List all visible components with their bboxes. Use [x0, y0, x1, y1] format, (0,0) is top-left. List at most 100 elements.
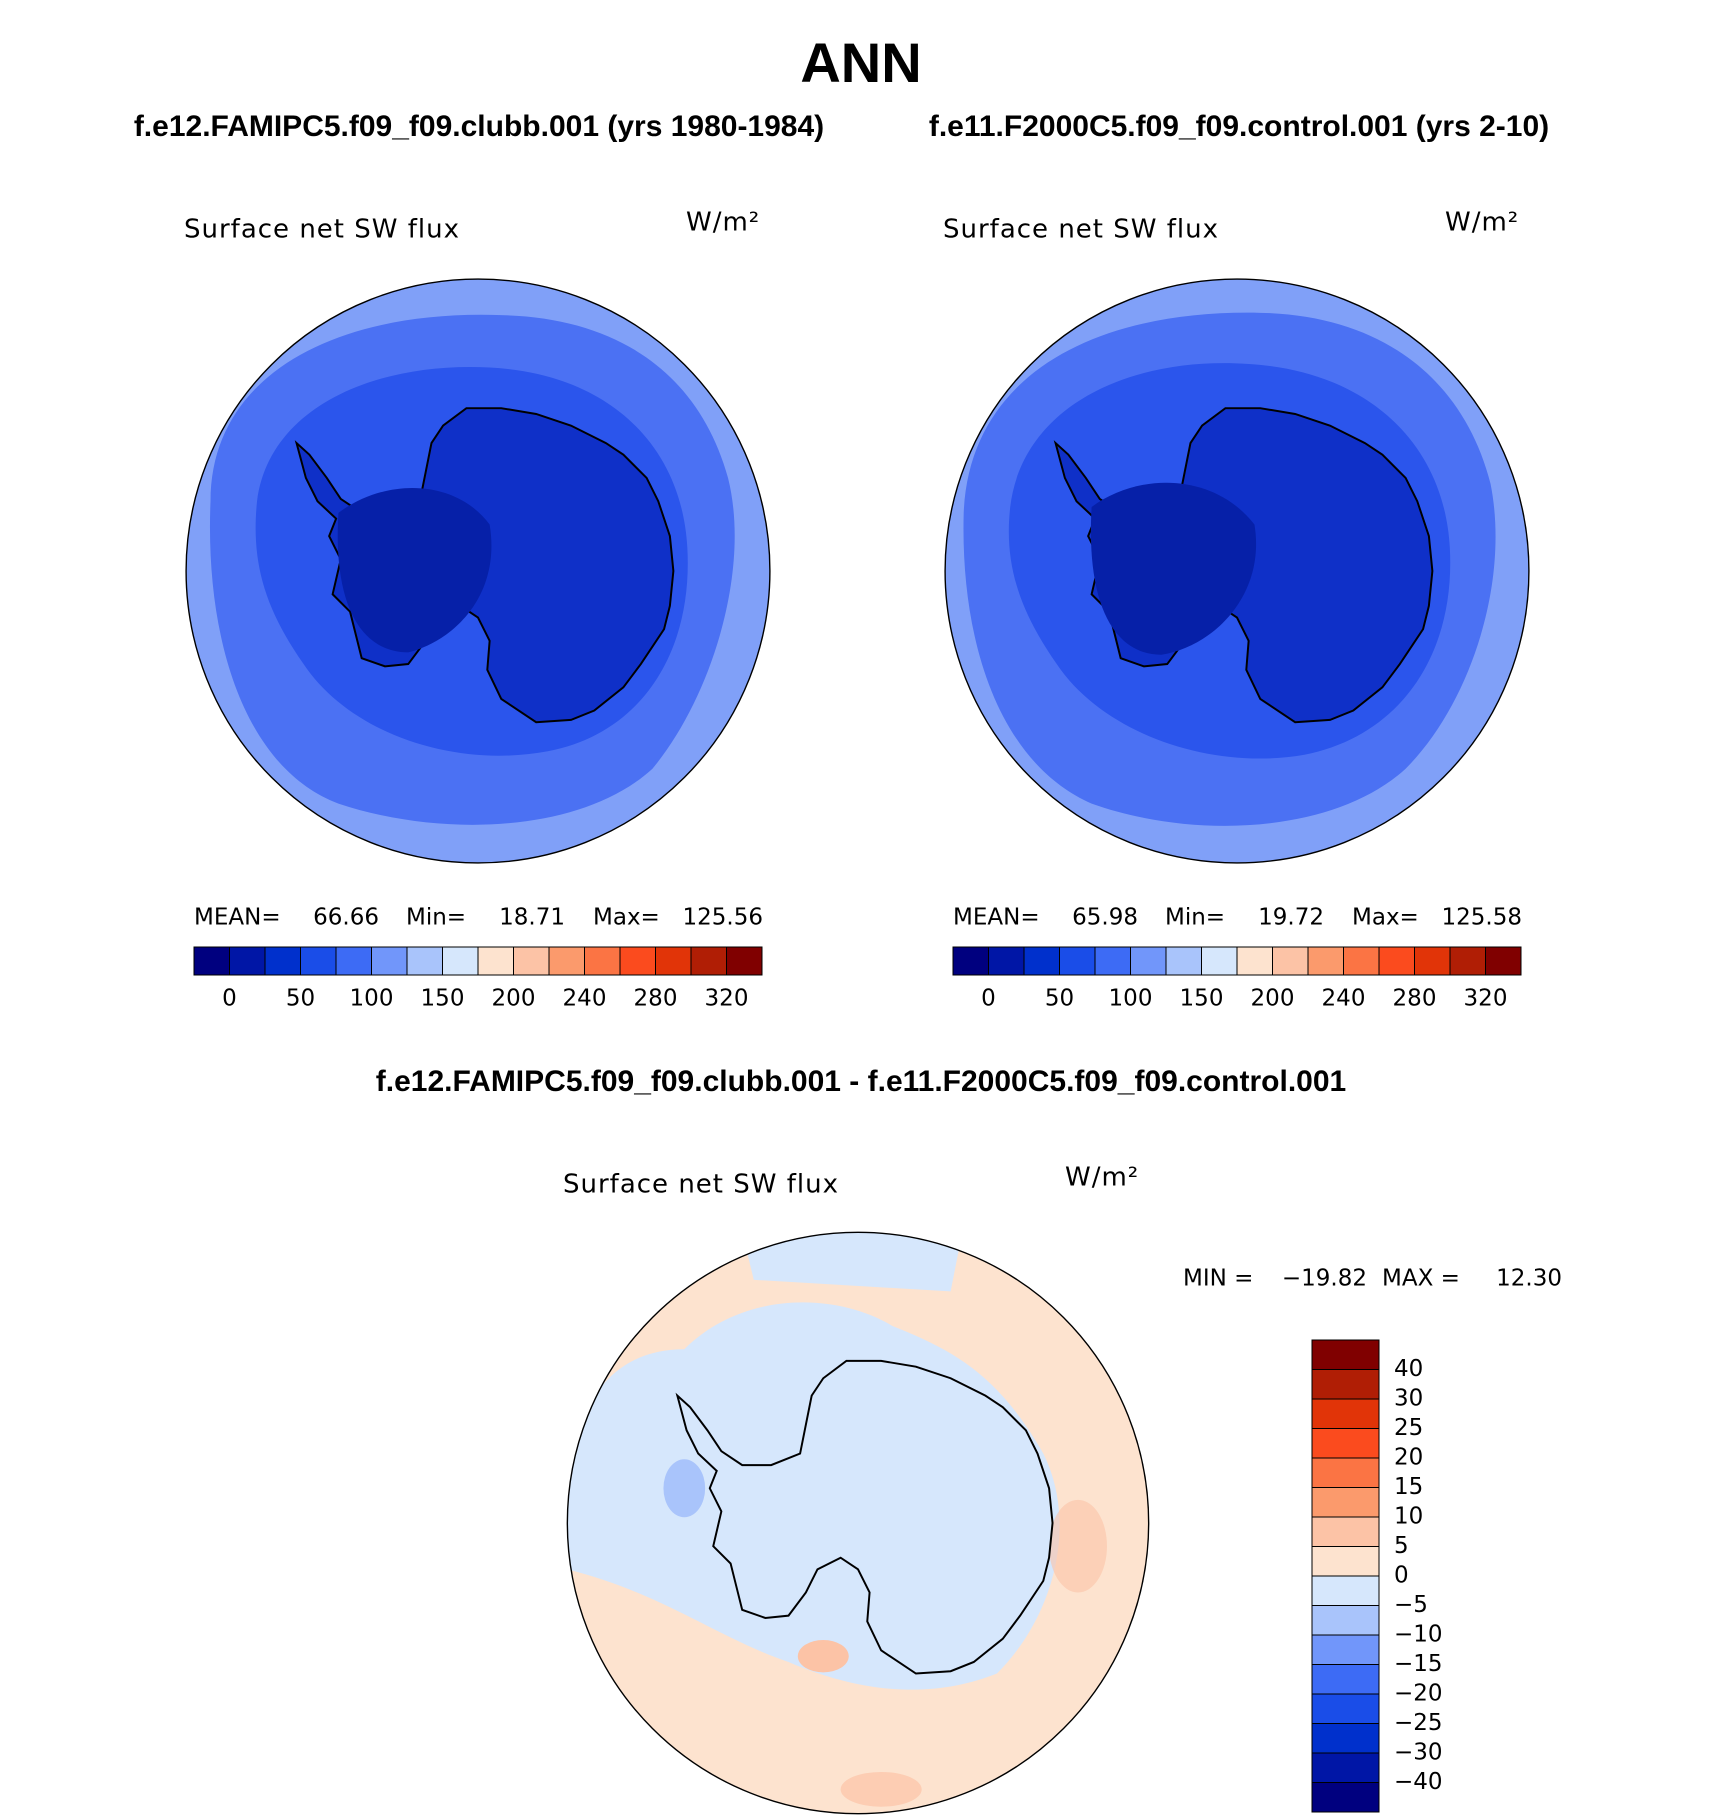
colorbar-box — [442, 946, 479, 976]
panel-subtitle: f.e12.FAMIPC5.f09_f09.clubb.001 (yrs 198… — [134, 110, 824, 143]
stat-value: 19.72 — [1258, 905, 1324, 931]
colorbar-box — [726, 946, 763, 976]
colorbar-label: 150 — [1180, 986, 1224, 1012]
colorbar-box — [619, 946, 656, 976]
colorbar-label: 25 — [1394, 1415, 1423, 1441]
colorbar-box — [1449, 946, 1486, 976]
units: W/m² — [1445, 208, 1519, 238]
colorbar-box — [1311, 1752, 1380, 1783]
panel-subtitle: f.e11.F2000C5.f09_f09.control.001 (yrs 2… — [929, 110, 1549, 143]
stat-label: MEAN= — [953, 905, 1040, 931]
colorbar-label: 150 — [421, 986, 465, 1012]
colorbar-label: 10 — [1394, 1504, 1423, 1530]
colorbar-box — [1343, 946, 1380, 976]
stat-label: Max= — [593, 905, 660, 931]
units: W/m² — [1065, 1163, 1139, 1193]
stat-value: 125.56 — [683, 905, 763, 931]
colorbar-label: −10 — [1394, 1622, 1443, 1648]
colorbar-label: 0 — [222, 986, 237, 1012]
colorbar-label: 40 — [1394, 1356, 1423, 1382]
colorbar-box — [335, 946, 372, 976]
colorbar-label: −20 — [1394, 1681, 1443, 1707]
colorbar-box — [988, 946, 1025, 976]
colorbar-label: 280 — [1393, 986, 1437, 1012]
stat-value: 125.58 — [1442, 905, 1522, 931]
stat-value: 12.30 — [1496, 1266, 1562, 1292]
colorbar-box — [1414, 946, 1451, 976]
colorbar-label: 320 — [705, 986, 749, 1012]
colorbar-label: −40 — [1394, 1769, 1443, 1795]
colorbar-box — [1485, 946, 1522, 976]
colorbar-box — [300, 946, 337, 976]
colorbar-box — [264, 946, 301, 976]
colorbar-box — [1307, 946, 1344, 976]
field-name: Surface net SW flux — [563, 1170, 839, 1200]
colorbar-label: 50 — [286, 986, 315, 1012]
colorbar-label: 240 — [563, 986, 607, 1012]
colorbar-box — [1311, 1634, 1380, 1665]
colorbar-box — [1311, 1369, 1380, 1400]
stat-label: MIN = — [1183, 1266, 1253, 1292]
map-right — [944, 278, 1530, 864]
colorbar-box — [193, 946, 230, 976]
colorbar-box — [1311, 1428, 1380, 1459]
colorbar-label: 0 — [1394, 1563, 1409, 1589]
colorbar-box — [1165, 946, 1202, 976]
map-left — [185, 278, 771, 864]
stat-label: MEAN= — [194, 905, 281, 931]
colorbar-label: −30 — [1394, 1740, 1443, 1766]
field-name: Surface net SW flux — [184, 215, 460, 245]
colorbar-box — [1311, 1782, 1380, 1813]
colorbar-box — [1023, 946, 1060, 976]
colorbar-label: −5 — [1394, 1592, 1428, 1618]
colorbar-label: 100 — [1109, 986, 1153, 1012]
colorbar-label: 280 — [634, 986, 678, 1012]
field-name: Surface net SW flux — [943, 215, 1219, 245]
colorbar-label: 20 — [1394, 1445, 1423, 1471]
colorbar-box — [1311, 1457, 1380, 1488]
colorbar-box — [1311, 1723, 1380, 1754]
colorbar-box — [1311, 1575, 1380, 1606]
stat-value: 65.98 — [1072, 905, 1138, 931]
stat-value: −19.82 — [1282, 1266, 1367, 1292]
colorbar-label: 240 — [1322, 986, 1366, 1012]
colorbar-box — [952, 946, 989, 976]
colorbar-box — [1130, 946, 1167, 976]
colorbar-label: 320 — [1464, 986, 1508, 1012]
colorbar-box — [371, 946, 408, 976]
colorbar-label: 5 — [1394, 1533, 1409, 1559]
colorbar-box — [1311, 1339, 1380, 1370]
colorbar-box — [1311, 1693, 1380, 1724]
colorbar-box — [406, 946, 443, 976]
colorbar-box — [229, 946, 266, 976]
colorbar-label: −15 — [1394, 1651, 1443, 1677]
stat-label: Max= — [1352, 905, 1419, 931]
colorbar-box — [655, 946, 692, 976]
colorbar-box — [1311, 1398, 1380, 1429]
colorbar-box — [513, 946, 550, 976]
colorbar-box — [1311, 1664, 1380, 1695]
colorbar-box — [1201, 946, 1238, 976]
difference-subtitle: f.e12.FAMIPC5.f09_f09.clubb.001 - f.e11.… — [376, 1065, 1346, 1098]
colorbar-box — [584, 946, 621, 976]
colorbar-label: 200 — [1251, 986, 1295, 1012]
colorbar-box — [1311, 1546, 1380, 1577]
colorbar-box — [1272, 946, 1309, 976]
stat-label: Min= — [406, 905, 466, 931]
colorbar-box — [1311, 1487, 1380, 1518]
colorbar-label: 200 — [492, 986, 536, 1012]
colorbar-label: 0 — [981, 986, 996, 1012]
stat-label: MAX = — [1382, 1266, 1460, 1292]
colorbar-box — [1311, 1605, 1380, 1636]
units: W/m² — [686, 208, 760, 238]
stat-value: 66.66 — [313, 905, 379, 931]
colorbar-box — [1059, 946, 1096, 976]
colorbar-box — [690, 946, 727, 976]
figure-title: ANN — [800, 31, 921, 94]
colorbar-label: 15 — [1394, 1474, 1423, 1500]
colorbar-box — [477, 946, 514, 976]
colorbar-box — [548, 946, 585, 976]
colorbar-box — [1378, 946, 1415, 976]
